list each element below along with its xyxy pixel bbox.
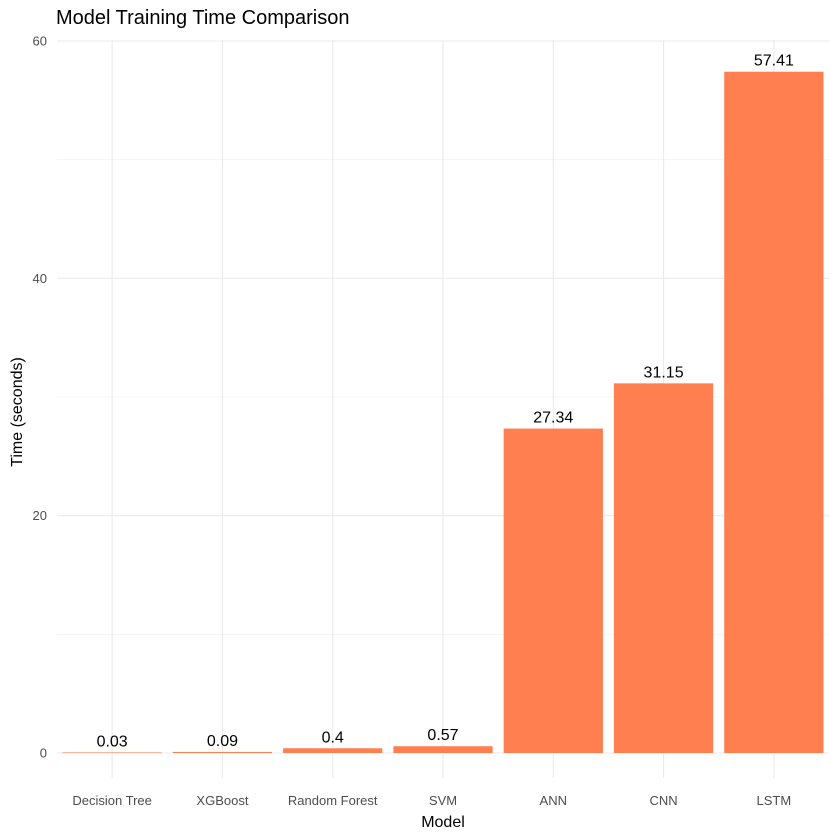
x-tick-label: Decision Tree — [72, 793, 151, 808]
data-label: 27.34 — [533, 410, 573, 427]
bar — [503, 428, 603, 753]
data-labels: 0.03 0.09 0.4 0.57 27.34 31.15 57.41 — [97, 53, 794, 751]
x-tick-label: XGBoost — [196, 793, 248, 808]
y-tick-label: 20 — [33, 508, 47, 523]
data-label: 31.15 — [644, 364, 684, 381]
x-tick-label: LSTM — [757, 793, 792, 808]
bar — [172, 751, 273, 753]
bars — [62, 71, 824, 753]
x-axis-title: Model — [421, 814, 465, 831]
x-axis-ticks: Decision Tree XGBoost Random Forest SVM ANN C… — [72, 793, 791, 808]
bar — [62, 752, 162, 753]
y-axis-ticks: 0 20 40 60 — [33, 34, 47, 761]
chart-title: Model Training Time Comparison — [56, 7, 349, 29]
x-tick-label: SVM — [429, 793, 457, 808]
x-tick-label: Random Forest — [288, 793, 378, 808]
x-tick-label: ANN — [540, 793, 567, 808]
y-tick-label: 60 — [33, 34, 47, 49]
bar — [613, 383, 714, 753]
data-label: 0.03 — [97, 734, 128, 751]
bar — [724, 71, 824, 753]
y-axis-title: Time (seconds) — [9, 357, 26, 467]
y-tick-label: 40 — [33, 271, 47, 286]
data-label: 0.57 — [427, 727, 458, 744]
bar — [393, 746, 493, 753]
bar — [283, 748, 383, 753]
data-label: 0.09 — [207, 733, 238, 750]
x-tick-label: CNN — [649, 793, 677, 808]
data-label: 0.4 — [322, 729, 344, 746]
y-tick-label: 0 — [40, 746, 47, 761]
data-label: 57.41 — [754, 53, 794, 70]
